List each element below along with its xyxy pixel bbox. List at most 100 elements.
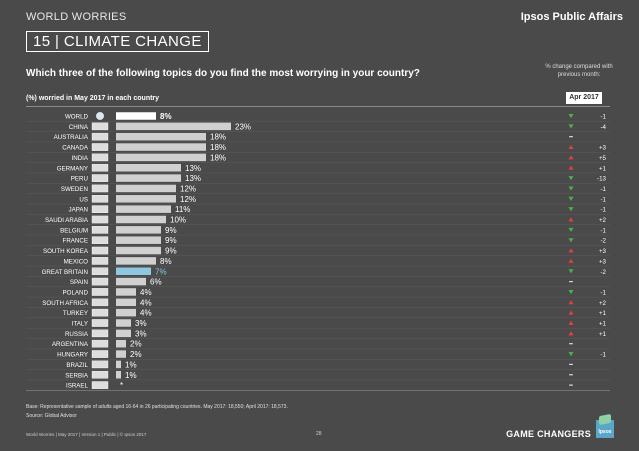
- category-label: POLAND: [63, 289, 89, 296]
- bar: [116, 329, 131, 338]
- category-label: GERMANY: [57, 165, 88, 172]
- bar: [116, 339, 126, 348]
- down-arrow-icon: [568, 124, 574, 129]
- up-arrow-icon: [568, 217, 574, 222]
- value-label: 3%: [135, 329, 147, 338]
- value-label: *: [120, 381, 123, 390]
- flag-icon: [91, 350, 109, 358]
- flag-icon: [91, 122, 109, 131]
- value-label: 13%: [185, 174, 201, 183]
- flag-icon: [91, 329, 109, 338]
- bar: [116, 319, 131, 327]
- category-label: SAUDI ARABIA: [45, 217, 89, 224]
- category-label: PERU: [71, 176, 88, 183]
- bar: [116, 205, 171, 213]
- footer-info: World Worries | May 2017 | Version 1 | P…: [26, 432, 147, 437]
- value-label: 18%: [210, 153, 226, 162]
- category-label: INDIA: [71, 155, 88, 162]
- bar: [116, 236, 161, 244]
- value-label: 2%: [130, 350, 142, 359]
- bar: [116, 184, 176, 193]
- category-label: ARGENTINA: [52, 341, 89, 348]
- change-label: -1: [600, 196, 606, 203]
- change-label: -1: [600, 186, 606, 193]
- down-arrow-icon: [568, 289, 574, 295]
- bar: [116, 298, 136, 307]
- bar: [116, 195, 176, 203]
- bar: [116, 215, 166, 224]
- value-label: 18%: [210, 143, 226, 152]
- compare-month-badge: Apr 2017: [566, 92, 602, 104]
- report-title: WORLD WORRIES: [26, 11, 127, 23]
- flag-icon: [91, 226, 109, 234]
- bar: [116, 360, 121, 369]
- bar: [116, 164, 181, 172]
- change-label: -13: [597, 176, 607, 183]
- category-label: ISRAEL: [66, 383, 89, 390]
- change-label: -1: [600, 289, 606, 296]
- flag-icon: [91, 236, 109, 245]
- value-label: 9%: [165, 226, 177, 235]
- flag-icon: [91, 184, 109, 193]
- question-text: Which three of the following topics do y…: [26, 68, 420, 79]
- change-label: -1: [600, 207, 606, 214]
- up-arrow-icon: [568, 144, 574, 150]
- value-label: 6%: [150, 278, 162, 287]
- no-change-icon: [569, 136, 573, 138]
- change-label: +1: [599, 331, 607, 338]
- flag-icon: [91, 174, 109, 182]
- footer-base-note: Base: Representative sample of adults ag…: [26, 404, 288, 410]
- bar: [116, 246, 161, 255]
- category-label: CANADA: [62, 145, 89, 152]
- category-label: ITALY: [72, 321, 88, 328]
- category-label: SOUTH AFRICA: [42, 300, 89, 307]
- topic-title: 15 | CLIMATE CHANGE: [26, 31, 209, 52]
- flag-icon: [91, 277, 109, 286]
- no-change-icon: [569, 363, 573, 365]
- bar: [116, 288, 136, 296]
- footer-source: Source: Global Advisor: [26, 413, 77, 419]
- value-label: 8%: [160, 257, 172, 266]
- flag-icon: [91, 143, 109, 151]
- down-arrow-icon: [568, 238, 574, 243]
- bar: [116, 257, 156, 265]
- category-label: SERBIA: [65, 372, 89, 379]
- bar: [116, 350, 126, 358]
- category-label: GREAT BRITAIN: [42, 269, 88, 276]
- flag-icon: [91, 370, 109, 379]
- down-arrow-icon: [568, 352, 574, 357]
- category-label: WORLD: [65, 114, 89, 121]
- chart-subtitle: (%) worried in May 2017 in each country: [26, 95, 160, 102]
- change-label: +3: [599, 145, 607, 152]
- flag-icon: [91, 298, 109, 307]
- value-label: 23%: [235, 122, 251, 131]
- category-label: US: [79, 196, 88, 203]
- flag-icon: [91, 319, 109, 327]
- value-label: 12%: [180, 184, 196, 193]
- brand-name: Ipsos Public Affairs: [520, 11, 623, 23]
- change-label: -4: [600, 124, 606, 131]
- category-label: RUSSIA: [65, 331, 89, 338]
- category-label: JAPAN: [69, 207, 88, 214]
- value-label: 9%: [165, 236, 177, 245]
- value-label: 13%: [185, 164, 201, 173]
- value-label: 1%: [125, 360, 137, 369]
- bar: [116, 277, 146, 286]
- change-label: +3: [599, 258, 607, 265]
- no-change-icon: [569, 343, 573, 345]
- flag-icon: [91, 288, 109, 296]
- category-label: SWEDEN: [61, 186, 88, 193]
- no-change-icon: [569, 374, 573, 376]
- bar: [116, 132, 206, 141]
- category-label: FRANCE: [63, 238, 88, 245]
- value-label: 7%: [155, 267, 167, 276]
- value-label: 4%: [140, 309, 152, 318]
- up-arrow-icon: [568, 300, 574, 305]
- value-label: 1%: [125, 371, 137, 380]
- no-change-icon: [569, 384, 573, 386]
- change-label: -1: [600, 114, 606, 121]
- change-label: +3: [599, 248, 607, 255]
- down-arrow-icon: [568, 176, 574, 181]
- value-label: 8%: [160, 112, 172, 121]
